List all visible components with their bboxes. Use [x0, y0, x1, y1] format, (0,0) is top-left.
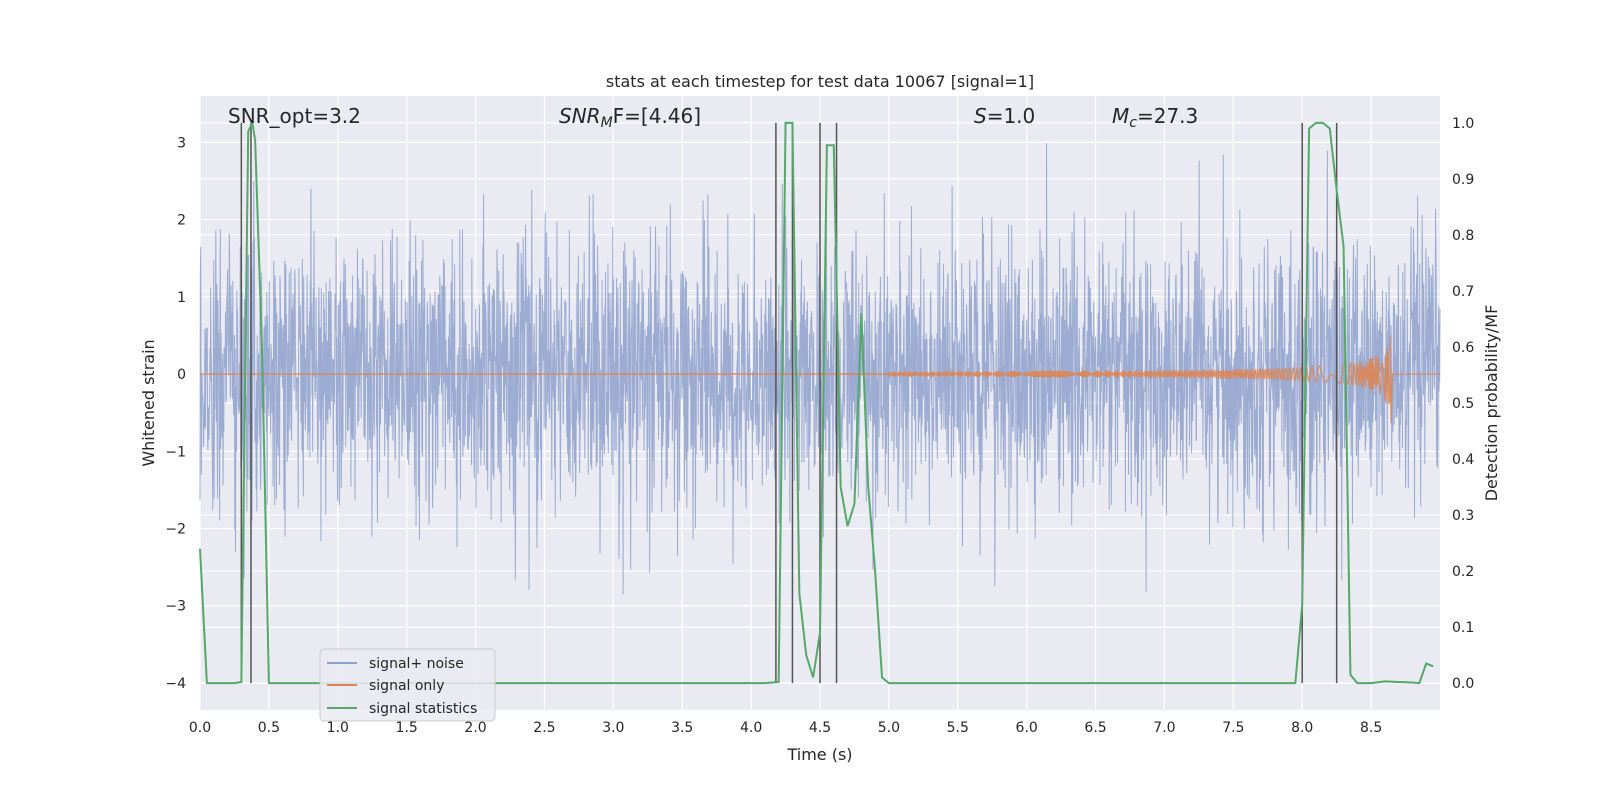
annotation-s: S=1.0	[974, 104, 1035, 128]
annotation-snr-mf-symbol: SNR	[559, 104, 601, 128]
legend: signal+ noise signal only signal statist…	[319, 648, 496, 722]
x-tick-label: 5.0	[878, 720, 900, 736]
y-tick-label: −3	[165, 599, 186, 615]
annotation-snr-mf-subscript: M	[601, 115, 613, 131]
x-tick-label: 7.0	[1153, 720, 1175, 736]
y2-tick-labels: 1.0 0.9 0.8 0.7 0.6 0.5 0.4 0.3 0.2 0.1 0.0	[1452, 116, 1474, 692]
y2-tick-label: 0.4	[1452, 452, 1474, 468]
y-tick-label: −2	[165, 522, 186, 538]
y-tick-label: 2	[177, 213, 186, 229]
annotation-snr-opt: SNR_opt=3.2	[228, 104, 361, 128]
y2-tick-label: 0.7	[1452, 284, 1474, 300]
x-tick-label: 0.0	[189, 720, 211, 736]
signal-statistics-line	[199, 119, 1434, 685]
y-tick-label: −1	[165, 444, 186, 460]
y2-tick-label: 0.1	[1452, 620, 1474, 636]
y2-tick-label: 0.5	[1452, 396, 1474, 412]
annotation-mc-subscript: c	[1129, 115, 1137, 131]
annotation-s-symbol: S	[974, 104, 987, 128]
y2-tick-label: 0.2	[1452, 564, 1474, 580]
x-tick-label: 1.5	[396, 720, 418, 736]
x-axis-label: Time (s)	[786, 745, 852, 764]
x-tick-label: 8.0	[1291, 720, 1313, 736]
y2-tick-label: 1.0	[1452, 116, 1474, 132]
x-tick-label: 4.5	[809, 720, 831, 736]
y-tick-label: 3	[177, 135, 186, 151]
x-tick-label: 6.0	[1016, 720, 1038, 736]
y2-tick-label: 0.8	[1452, 228, 1474, 244]
legend-label-signal-statistics: signal statistics	[369, 701, 477, 717]
y2-tick-label: 0.9	[1452, 172, 1474, 188]
y2-tick-label: 0.0	[1452, 676, 1474, 692]
annotation-mc-value: =27.3	[1137, 104, 1198, 128]
y2-tick-label: 0.3	[1452, 508, 1474, 524]
x-tick-labels: 0.0 0.5 1.0 1.5 2.0 2.5 3.0 3.5 4.0 4.5 5.0 5.5 6.0 6…	[189, 720, 1382, 736]
x-tick-label: 8.5	[1360, 720, 1382, 736]
x-tick-label: 0.5	[258, 720, 280, 736]
x-tick-label: 5.5	[947, 720, 969, 736]
annotation-mc: Mc=27.3	[1112, 104, 1198, 131]
x-tick-label: 2.5	[533, 720, 555, 736]
y-tick-labels: 3 2 1 0 −1 −2 −3 −4	[165, 135, 186, 692]
y-tick-label: −4	[165, 676, 186, 692]
x-tick-label: 3.0	[602, 720, 624, 736]
x-tick-label: 1.0	[327, 720, 349, 736]
legend-label-signal-only: signal only	[369, 678, 444, 694]
x-tick-label: 2.0	[464, 720, 486, 736]
annotation-mc-symbol: M	[1112, 104, 1129, 128]
y-tick-label: 0	[177, 367, 186, 383]
x-tick-label: 4.0	[740, 720, 762, 736]
x-tick-label: 7.5	[1222, 720, 1244, 736]
annotation-snr-mf-value: F=[4.46]	[613, 104, 701, 128]
annotation-snr-mf: SNRMF=[4.46]	[559, 104, 701, 131]
y-axis-label: Whitened strain	[139, 339, 158, 466]
series-signal-statistics	[199, 119, 1434, 685]
annotation-s-value: =1.0	[987, 104, 1036, 128]
y-tick-label: 1	[177, 290, 186, 306]
x-tick-label: 3.5	[671, 720, 693, 736]
y2-axis-label: Detection probability/MF	[1482, 305, 1501, 502]
legend-label-signal-noise: signal+ noise	[369, 656, 464, 672]
y2-tick-label: 0.6	[1452, 340, 1474, 356]
chart-title: stats at each timestep for test data 100…	[606, 72, 1034, 91]
x-tick-label: 6.5	[1084, 720, 1106, 736]
legend-box	[319, 648, 496, 722]
